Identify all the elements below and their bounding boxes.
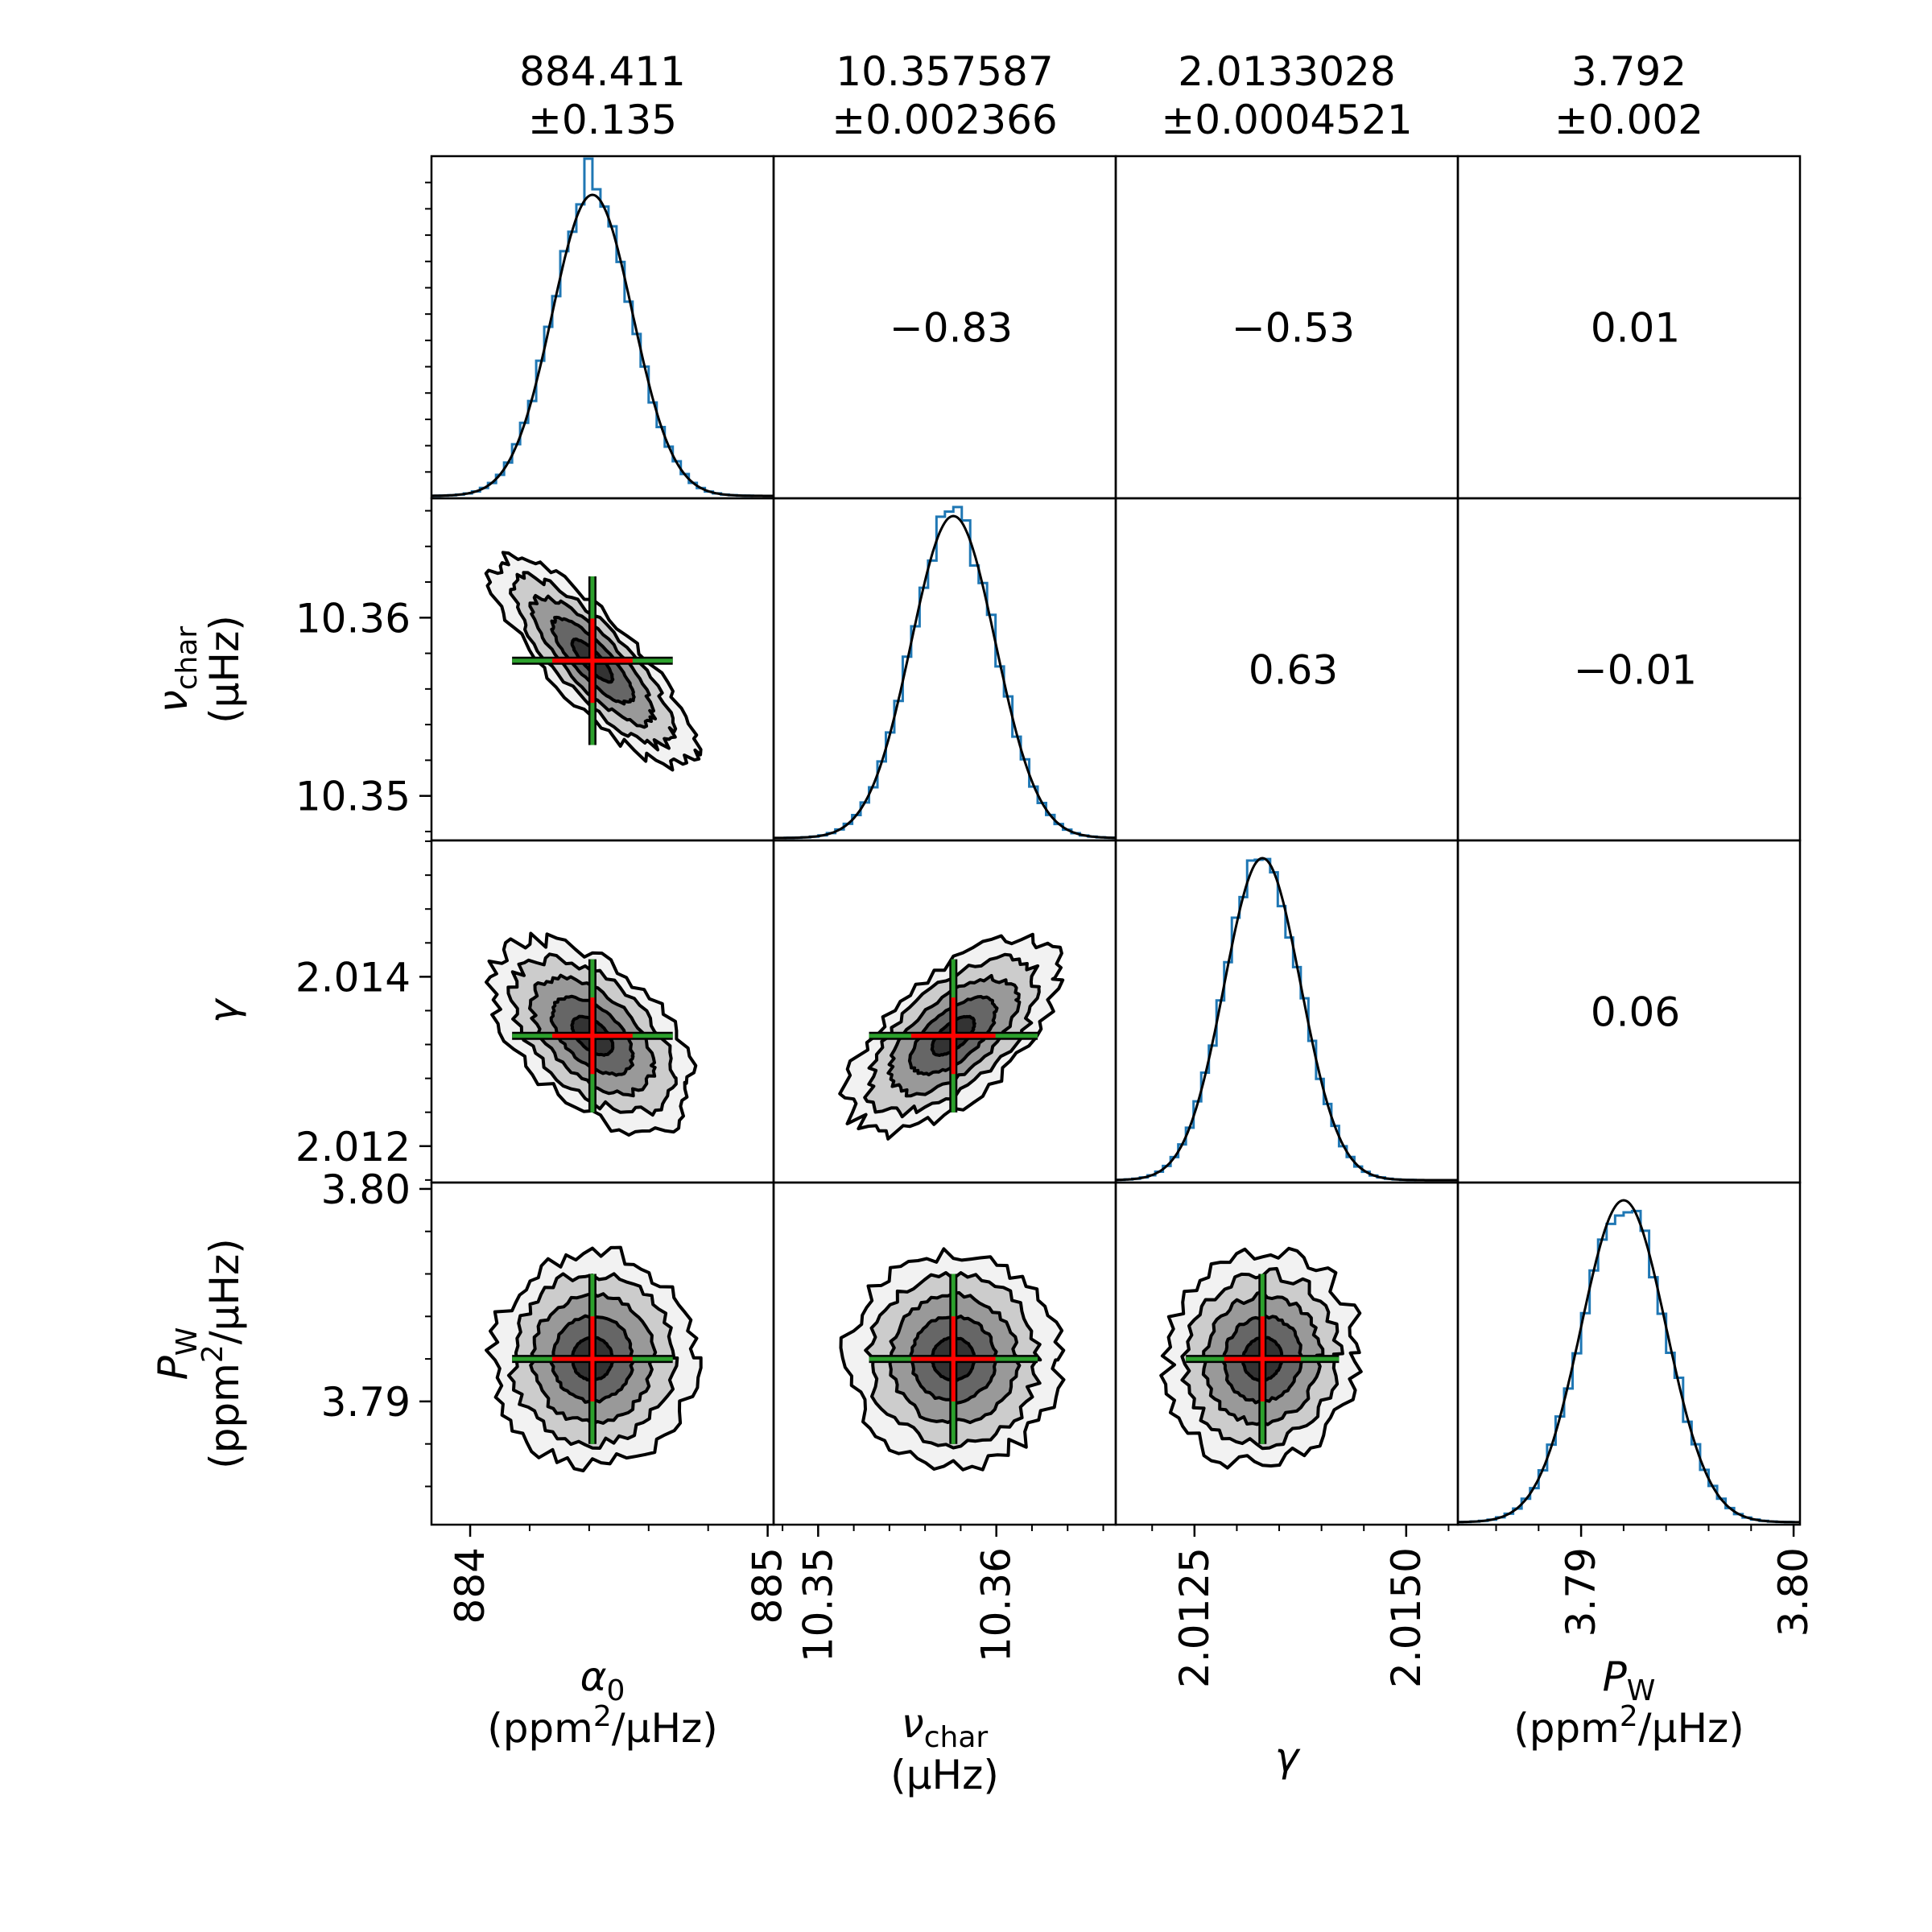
panel-2-3: 0.06 <box>1456 839 1802 1184</box>
panel-2-0 <box>430 839 775 1184</box>
title-value-nuchar: 10.357587 <box>836 48 1053 95</box>
panel-frame-2-2 <box>1114 839 1459 1184</box>
y-axis-label-nuchar: νchar(μHz) <box>150 615 248 724</box>
panel-3-2 <box>1114 1181 1459 1526</box>
panel-0-1: −0.83 <box>772 155 1117 500</box>
x-axis-label-pw-symbol: PW <box>1603 1653 1656 1707</box>
correlation-2-3: 0.06 <box>1591 989 1680 1036</box>
x-axis-label-pw: PW(ppm2/μHz) <box>1513 1653 1744 1752</box>
panel-1-3: −0.01 <box>1456 497 1802 842</box>
y-tick-label-nuchar: 10.36 <box>295 595 411 642</box>
histogram-nuchar <box>783 506 1116 840</box>
y-axis-label-gamma: γ <box>200 997 247 1023</box>
y-tick-label-pw: 3.80 <box>321 1166 411 1213</box>
x-axis-label-alpha0-symbol: α0 <box>580 1653 625 1707</box>
correlation-0-2: −0.53 <box>1232 305 1355 352</box>
x-tick-label-pw: 3.80 <box>1770 1547 1817 1637</box>
title-value-gamma: 2.0133028 <box>1178 48 1395 95</box>
panel-2-1 <box>772 839 1117 1184</box>
title-value-alpha0: 884.411 <box>519 48 686 95</box>
panel-2-2 <box>1114 839 1459 1184</box>
gaussian-fit-alpha0 <box>431 193 774 497</box>
y-tick-label-pw: 3.79 <box>321 1379 411 1426</box>
x-tick-label-alpha0: 884 <box>447 1547 493 1624</box>
x-axis-label-gamma: γ <box>1275 1734 1301 1781</box>
y-axis-label-nuchar-unit: (μHz) <box>201 615 248 724</box>
histogram-gamma <box>1116 857 1418 1182</box>
y-axis-label-pw-unit: (ppm2/μHz) <box>196 1238 248 1469</box>
title-error-pw: ±0.002 <box>1554 97 1703 143</box>
panel-1-1 <box>772 497 1117 842</box>
y-axis-label-gamma-symbol: γ <box>200 997 247 1023</box>
panel-frame-1-1 <box>772 497 1117 842</box>
title-error-alpha0: ±0.135 <box>528 97 677 143</box>
title-error-nuchar: ±0.002366 <box>832 97 1057 143</box>
gaussian-fit-pw <box>1458 1199 1800 1524</box>
y-tick-label-gamma: 2.014 <box>295 954 411 1001</box>
panel-1-2: 0.63 <box>1114 497 1459 842</box>
x-axis-label-alpha0-unit: (ppm2/μHz) <box>487 1700 718 1752</box>
title-value-pw: 3.792 <box>1571 48 1686 95</box>
panel-0-2: −0.53 <box>1114 155 1459 500</box>
y-tick-label-nuchar: 10.35 <box>295 774 411 820</box>
x-axis-label-alpha0: α0(ppm2/μHz) <box>487 1653 718 1752</box>
panel-1-0 <box>430 497 775 842</box>
x-axis-label-nuchar: νchar(μHz) <box>890 1700 999 1798</box>
gaussian-fit-gamma <box>1116 857 1458 1182</box>
x-axis-label-pw-unit: (ppm2/μHz) <box>1513 1700 1744 1752</box>
y-axis-label-pw-symbol: PW <box>150 1327 204 1381</box>
x-tick-label-nuchar: 10.36 <box>973 1547 1020 1662</box>
histogram-pw <box>1458 1209 1795 1524</box>
x-tick-label-alpha0: 885 <box>745 1547 791 1624</box>
x-tick-label-gamma: 2.0150 <box>1383 1547 1430 1688</box>
y-tick-label-gamma: 2.012 <box>295 1124 411 1170</box>
title-error-gamma: ±0.0004521 <box>1161 97 1412 143</box>
y-axis-label-nuchar-symbol: νchar <box>150 626 204 713</box>
x-tick-label-nuchar: 10.35 <box>795 1547 841 1662</box>
correlation-1-3: −0.01 <box>1574 647 1697 694</box>
correlation-0-1: −0.83 <box>890 305 1013 352</box>
histogram-alpha0 <box>431 157 754 497</box>
panel-3-1 <box>772 1181 1117 1526</box>
y-axis-label-pw: PW(ppm2/μHz) <box>150 1238 248 1469</box>
panel-0-3: 0.01 <box>1456 155 1802 500</box>
correlation-0-3: 0.01 <box>1591 305 1680 352</box>
panel-3-0 <box>430 1181 775 1526</box>
correlation-1-2: 0.63 <box>1249 647 1338 694</box>
x-axis-label-gamma-symbol: γ <box>1275 1734 1301 1781</box>
panel-0-0 <box>430 155 775 500</box>
panel-3-3 <box>1456 1181 1802 1526</box>
x-tick-label-pw: 3.79 <box>1558 1547 1604 1637</box>
x-axis-label-nuchar-unit: (μHz) <box>890 1752 999 1798</box>
panel-frame-3-3 <box>1456 1181 1802 1526</box>
x-axis-label-nuchar-symbol: νchar <box>902 1700 989 1754</box>
x-tick-label-gamma: 2.0125 <box>1171 1547 1218 1688</box>
gaussian-fit-nuchar <box>774 514 1116 840</box>
